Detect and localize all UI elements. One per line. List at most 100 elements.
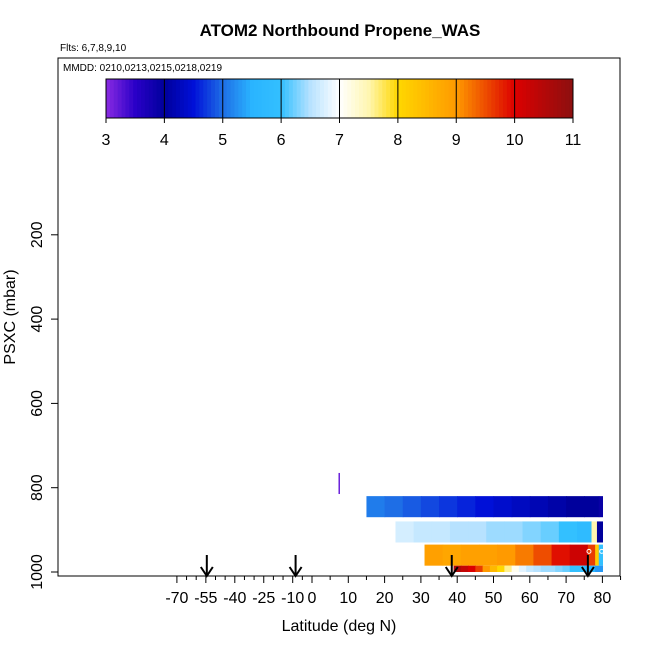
- colorbar-segment: [374, 79, 379, 118]
- colorbar-segment: [300, 79, 305, 118]
- heatmap-cell: [504, 521, 524, 543]
- colorbar-segment: [257, 79, 263, 118]
- y-tick-label: 200: [29, 221, 46, 248]
- heatmap-cell: [439, 496, 458, 518]
- heatmap-cell: [424, 544, 444, 566]
- heatmap-cell: [504, 565, 513, 572]
- y-axis-title: PSXC (mbar): [2, 269, 19, 364]
- heatmap-cell: [395, 521, 415, 543]
- colorbar-segment: [288, 79, 294, 118]
- colorbar-segment: [358, 79, 364, 118]
- heatmap-cell: [460, 544, 480, 566]
- colorbar-segment: [191, 79, 197, 118]
- colorbar-segment: [483, 79, 488, 118]
- colorbar-segment: [370, 79, 376, 118]
- colorbar-segment: [331, 79, 337, 118]
- colorbar-segment: [281, 79, 286, 118]
- heatmap-cell: [569, 565, 578, 572]
- x-tick-label: -70: [165, 590, 188, 607]
- colorbar-segment: [526, 79, 531, 118]
- colorbar-segment: [249, 79, 255, 118]
- heatmap-cell: [562, 565, 571, 572]
- colorbar-segment: [569, 79, 574, 118]
- colorbar-segment: [335, 79, 340, 118]
- colorbar-segment: [183, 79, 189, 118]
- colorbar-segment: [265, 79, 270, 118]
- isolated-sample: [338, 472, 340, 495]
- heatmap-cell: [511, 565, 520, 572]
- colorbar-segment: [320, 79, 325, 118]
- colorbar-segment: [479, 79, 484, 118]
- colorbar-segment: [172, 79, 177, 118]
- colorbar-segment: [152, 79, 158, 118]
- x-tick-label: 50: [485, 590, 503, 607]
- colorbar-segment: [207, 79, 212, 118]
- colorbar-segment: [277, 79, 282, 118]
- colorbar-segment: [312, 79, 317, 118]
- colorbar-segment: [117, 79, 123, 118]
- colorbar-segment: [238, 79, 243, 118]
- colorbar-segment: [502, 79, 508, 118]
- colorbar-segment: [452, 79, 457, 118]
- colorbar-segment: [234, 79, 239, 118]
- colorbar-segment: [109, 79, 115, 118]
- y-tick-label: 400: [29, 306, 46, 333]
- heatmap-cell: [533, 544, 553, 566]
- heatmap-cell: [569, 544, 589, 566]
- colorbar-segment: [121, 79, 126, 118]
- colorbar-segment: [432, 79, 438, 118]
- heatmap-cell: [598, 544, 603, 566]
- heatmap-cell: [402, 496, 422, 518]
- colorbar-segment: [179, 79, 185, 118]
- colorbar-segment: [168, 79, 173, 118]
- colorbar-segment: [211, 79, 216, 118]
- heatmap-cell: [566, 496, 585, 518]
- heatmap-cell: [482, 565, 491, 572]
- colorbar-segment: [156, 79, 161, 118]
- heatmap-cell: [522, 521, 542, 543]
- colorbar-segment: [160, 79, 165, 118]
- colorbar-segment: [292, 79, 298, 118]
- colorbar-segment: [226, 79, 232, 118]
- heatmap-cell: [478, 544, 498, 566]
- y-tick-label: 1000: [29, 554, 46, 590]
- colorbar-segment: [351, 79, 356, 118]
- x-tick-label: 10: [339, 590, 357, 607]
- heatmap-cell: [547, 496, 567, 518]
- heatmap-cell: [598, 496, 603, 518]
- colorbar: 3 4 5 6 7 8 9 10 11: [102, 78, 581, 149]
- heatmap-cell: [468, 565, 476, 572]
- colorbar-segment: [475, 79, 481, 118]
- colorbar-segment: [541, 79, 547, 118]
- heatmap-cell: [420, 496, 440, 518]
- band-900: [395, 521, 603, 543]
- heatmap-cell: [584, 565, 596, 572]
- colorbar-segment: [176, 79, 181, 118]
- colorbar-segment: [113, 79, 119, 118]
- colorbar-segment: [413, 79, 418, 118]
- colorbar-segment: [565, 79, 570, 118]
- heatmap-cell: [540, 565, 549, 572]
- x-axis-title: Latitude (deg N): [282, 618, 397, 635]
- band-990: [453, 565, 603, 572]
- heatmap-cell: [518, 565, 527, 572]
- colorbar-segment: [537, 79, 543, 118]
- colorbar-segment: [273, 79, 278, 118]
- colorbar-segment: [440, 79, 446, 118]
- heatmap-cell: [576, 521, 593, 543]
- colorbar-segment: [518, 79, 523, 118]
- colorbar-segment: [214, 79, 220, 118]
- colorbar-segment: [203, 79, 208, 118]
- colorbar-segment: [405, 79, 411, 118]
- heatmap-cell: [366, 496, 386, 518]
- colorbar-segment: [393, 79, 399, 118]
- colorbar-segment: [323, 79, 329, 118]
- colorbar-segment: [148, 79, 154, 118]
- heatmap-cell: [460, 565, 469, 572]
- heatmap-cell: [595, 544, 600, 566]
- colorbar-tick-label: 9: [452, 132, 461, 149]
- colorbar-segment: [495, 79, 500, 118]
- colorbar-segment: [456, 79, 461, 118]
- heatmap-cell: [493, 496, 513, 518]
